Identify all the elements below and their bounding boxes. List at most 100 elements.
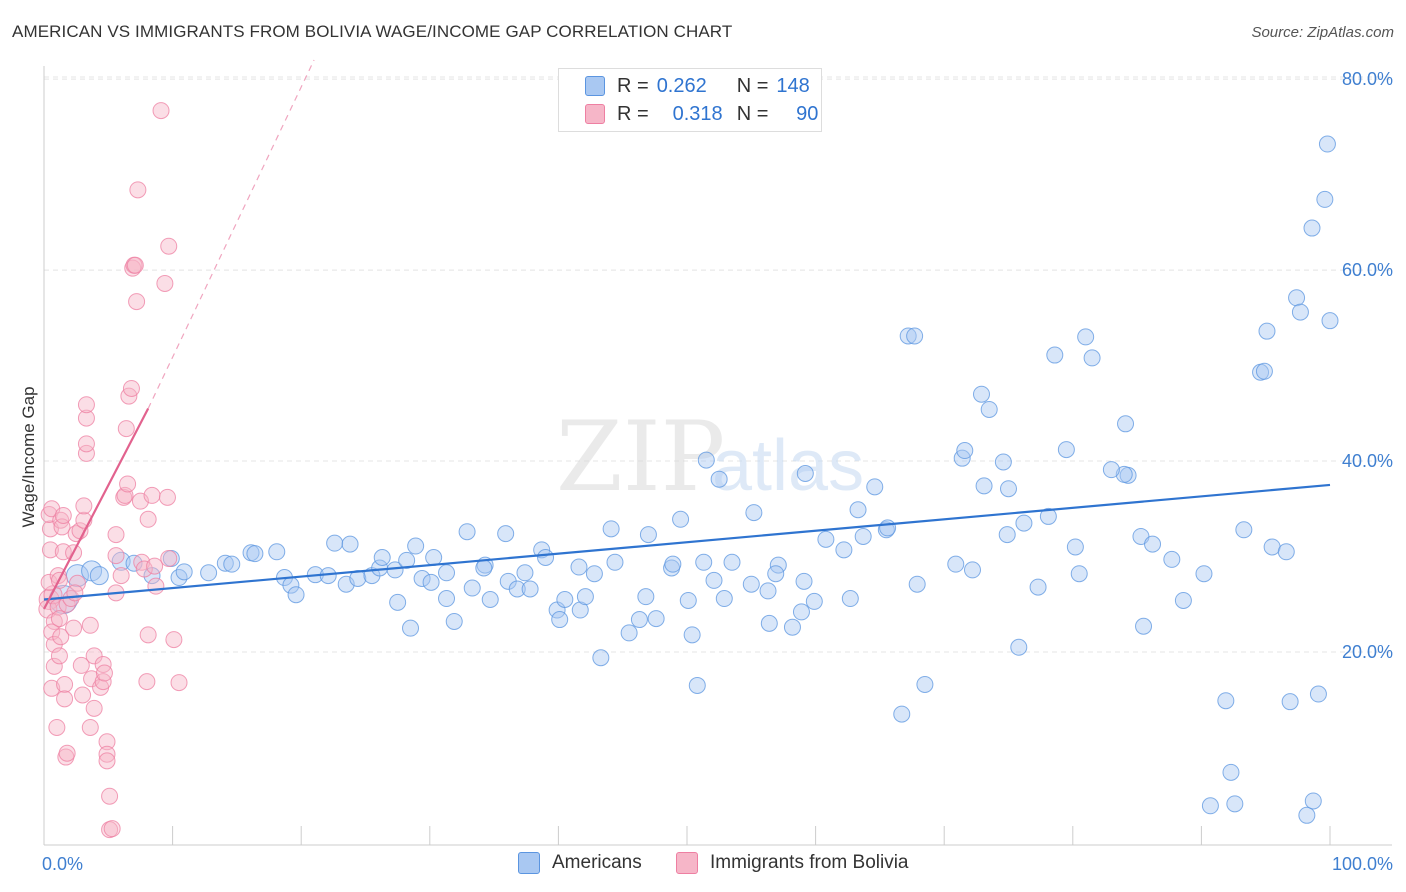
point-americans xyxy=(1066,538,1084,556)
point-americans xyxy=(508,580,526,598)
point-americans xyxy=(1258,322,1276,340)
point-americans xyxy=(715,590,733,608)
watermark-zip: ZIP xyxy=(556,401,725,513)
point-americans xyxy=(963,561,981,579)
point-bolivia xyxy=(41,541,59,559)
point-bolivia xyxy=(98,745,116,763)
point-americans xyxy=(908,575,926,593)
point-americans xyxy=(697,451,715,469)
y-tick-label: 80.0% xyxy=(1342,69,1393,89)
point-americans xyxy=(341,535,359,553)
point-americans xyxy=(576,588,594,606)
point-americans xyxy=(407,537,425,555)
point-americans xyxy=(817,530,835,548)
grid-lines xyxy=(44,76,1392,653)
r-value: 0.318 xyxy=(672,102,723,125)
point-americans xyxy=(835,541,853,559)
point-americans xyxy=(695,553,713,571)
point-americans xyxy=(1015,514,1033,532)
point-americans xyxy=(1163,550,1181,568)
point-americans xyxy=(1321,312,1339,330)
point-americans xyxy=(705,571,723,589)
point-americans xyxy=(1070,565,1088,583)
point-americans xyxy=(1316,190,1334,208)
point-americans xyxy=(854,527,872,545)
legend-item-bolivia[interactable]: Immigrants from Bolivia xyxy=(676,852,909,874)
point-americans xyxy=(620,624,638,642)
point-bolivia xyxy=(139,626,157,644)
point-americans xyxy=(402,619,420,637)
point-americans xyxy=(1102,461,1120,479)
point-americans xyxy=(760,614,778,632)
point-bolivia xyxy=(160,237,178,255)
point-bolivia xyxy=(143,486,161,504)
point-bolivia xyxy=(101,787,119,805)
point-americans xyxy=(841,590,859,608)
point-americans xyxy=(745,504,763,522)
point-americans xyxy=(570,558,588,576)
point-americans xyxy=(200,564,218,582)
point-americans xyxy=(899,327,917,345)
point-bolivia xyxy=(52,628,70,646)
point-americans xyxy=(994,453,1012,471)
point-americans xyxy=(606,553,624,571)
point-americans xyxy=(980,400,998,418)
point-americans xyxy=(1288,289,1306,307)
point-americans xyxy=(916,675,934,693)
point-americans xyxy=(1046,346,1064,364)
point-americans xyxy=(742,575,760,593)
point-americans xyxy=(1318,135,1336,153)
point-americans xyxy=(1255,362,1273,380)
point-americans xyxy=(592,649,610,667)
point-americans xyxy=(1117,415,1135,433)
point-americans xyxy=(688,676,706,694)
point-bolivia xyxy=(146,557,164,575)
point-americans xyxy=(664,555,682,573)
r-label: R = xyxy=(617,74,649,97)
point-americans xyxy=(672,510,690,528)
stats-row-bolivia: R = 0.318 N = 90 xyxy=(585,101,818,127)
point-bolivia xyxy=(54,506,72,524)
point-americans xyxy=(438,590,456,608)
point-americans xyxy=(630,611,648,629)
point-americans xyxy=(1235,521,1253,539)
point-bolivia xyxy=(124,259,142,277)
legend-item-americans[interactable]: Americans xyxy=(518,852,642,874)
point-bolivia xyxy=(94,655,112,673)
point-americans xyxy=(556,591,574,609)
point-americans xyxy=(805,592,823,610)
americans-legend-swatch xyxy=(518,852,540,874)
x-tick-label: 100.0% xyxy=(1332,854,1393,874)
point-americans xyxy=(1144,535,1162,553)
point-bolivia xyxy=(138,673,156,691)
point-americans xyxy=(759,582,777,600)
stats-legend: R = 0.262 N = 148 R = 0.318 N = 90 xyxy=(558,68,822,132)
point-americans xyxy=(422,573,440,591)
point-americans xyxy=(89,566,109,586)
point-bolivia xyxy=(65,619,83,637)
point-americans xyxy=(1115,465,1133,483)
point-americans xyxy=(1291,303,1309,321)
point-americans xyxy=(1000,480,1017,498)
stats-row-americans: R = 0.262 N = 148 xyxy=(585,73,810,99)
legend-label-bolivia: Immigrants from Bolivia xyxy=(710,852,909,873)
point-americans xyxy=(1263,538,1281,556)
point-americans xyxy=(585,565,603,583)
point-bolivia xyxy=(75,497,93,515)
point-bolivia xyxy=(94,673,112,691)
point-bolivia xyxy=(68,574,86,592)
source-credit: Source: ZipAtlas.com xyxy=(1251,24,1394,41)
point-bolivia xyxy=(45,657,63,675)
point-americans xyxy=(216,554,234,572)
point-americans xyxy=(521,580,539,598)
point-bolivia xyxy=(85,647,103,665)
point-americans xyxy=(1135,617,1153,635)
point-americans xyxy=(551,611,569,629)
point-bolivia xyxy=(112,567,130,585)
point-americans xyxy=(1309,685,1327,703)
americans-swatch xyxy=(585,76,605,96)
point-americans xyxy=(1304,792,1322,810)
trend-line-bolivia xyxy=(43,408,150,610)
point-bolivia xyxy=(72,656,90,674)
n-value: 148 xyxy=(776,74,810,97)
